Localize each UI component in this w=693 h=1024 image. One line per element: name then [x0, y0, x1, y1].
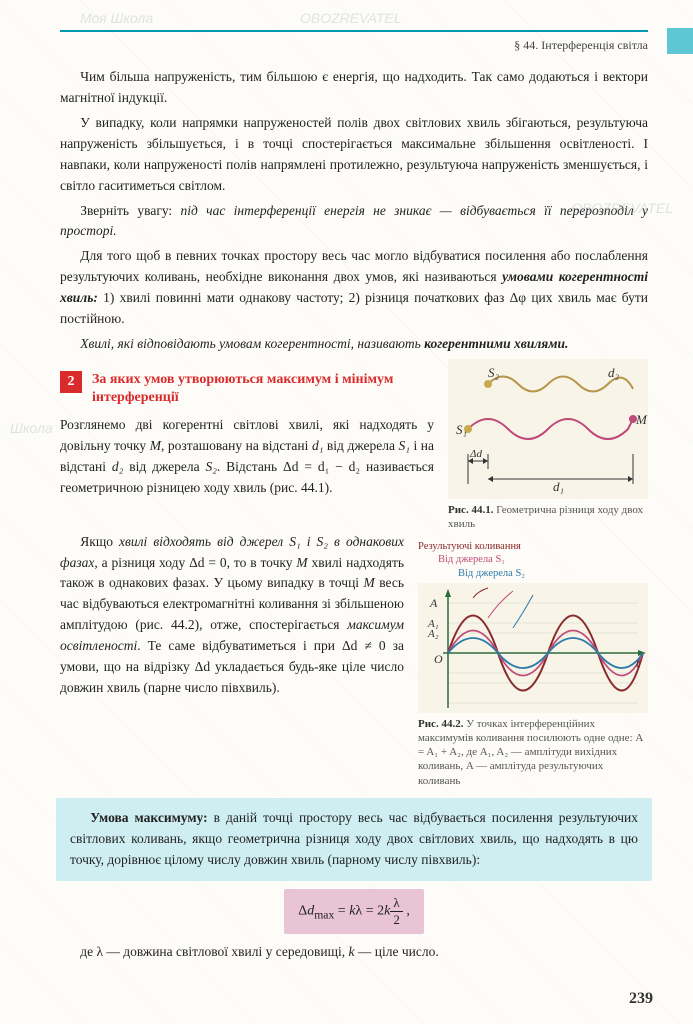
header-rule	[60, 30, 648, 32]
highlight-text: Умова максимуму: в даній точці простору …	[70, 808, 638, 871]
fig2-legend-res: Результуючі коливання	[418, 540, 648, 554]
p5-term: когерентними хвилями.	[424, 336, 568, 351]
section2-p2: Якщо хвилі відходять від джерел S₁ і S₂ …	[60, 532, 404, 699]
watermark: Моя Школа	[80, 10, 153, 26]
s2p2-f: M	[364, 575, 375, 590]
s2p1-d: d₁	[312, 438, 323, 453]
s2p1-i: від джерела	[123, 459, 205, 474]
figure-44-2: Результуючі коливання Від джерела S₁ Від…	[418, 540, 648, 788]
formula-box: Δdmax = kλ = 2kλ2 ,	[284, 889, 424, 934]
section2-p2-col: Якщо хвилі відходять від джерел S₁ і S₂ …	[60, 532, 404, 703]
footer-paragraph: де λ — довжина світлової хвилі у середов…	[60, 942, 648, 963]
section2-p1: Розглянемо дві когерентні світлові хвилі…	[60, 415, 434, 499]
highlight-max-condition: Умова максимуму: в даній точці простору …	[56, 798, 652, 881]
fig1-label-s1: S₁	[456, 422, 467, 437]
fig2-caption: Рис. 44.2. У точках інтерференційних мак…	[418, 717, 648, 788]
fig1-label-s2: S₂	[488, 365, 500, 380]
p5-a: Хвилі, які відповідають умовам когерентн…	[80, 336, 424, 351]
section-2-text-col: 2 За яких умов утворюються максимум і мі…	[60, 359, 434, 503]
header-corner-box	[667, 28, 693, 54]
header-section-label: § 44. Інтерференція світла	[60, 38, 648, 53]
paragraph-2: У випадку, коли напрямки напруженостей п…	[60, 113, 648, 197]
fig1-caption: Рис. 44.1. Геометрична різниця ходу двох…	[448, 503, 648, 532]
watermark: Школа	[10, 420, 53, 436]
fig1-label-d1: d₁	[553, 479, 564, 494]
s2p2-a: Якщо	[80, 534, 119, 549]
section-2-row2: Якщо хвилі відходять від джерел S₁ і S₂ …	[60, 532, 648, 788]
p3-lead: Зверніть увагу:	[80, 203, 180, 218]
s2p2-d: M	[296, 555, 307, 570]
fig1-label-m: M	[635, 412, 648, 427]
fig2-legend-s2: Від джерела S₂	[418, 567, 648, 581]
s2p2-c: , а різниця ходу Δd = 0, то в точку	[94, 555, 296, 570]
page-number: 239	[629, 990, 653, 1008]
fig1-svg: S₁ S₂ M d₂ Δd d₁	[448, 359, 648, 499]
section-title: За яких умов утворюються максимум і міні…	[92, 371, 434, 407]
svg-text:O: O	[434, 652, 443, 666]
svg-text:A: A	[429, 596, 438, 610]
paragraph-1: Чим більша напруженість, тим більшою є е…	[60, 67, 648, 109]
svg-text:A₂: A₂	[427, 628, 439, 640]
footer-c: — ціле число.	[355, 944, 439, 959]
watermark: OBOZREVATEL	[300, 10, 402, 26]
s2p1-h: d₂	[112, 459, 123, 474]
fig2-caption-bold: Рис. 44.2.	[418, 718, 463, 730]
s2p1-e: від джерела	[323, 438, 398, 453]
s2p1-f: S₁	[398, 438, 409, 453]
fig2-legend-s1: Від джерела S₁	[418, 553, 648, 567]
fig2-svg: A A₁ A₂ O t	[418, 583, 648, 713]
s2p1-b: M	[150, 438, 161, 453]
footer-a: де λ — довжина світлової хвилі у середов…	[80, 944, 348, 959]
highlight-lead: Умова максимуму:	[90, 810, 207, 825]
paragraph-5: Хвилі, які відповідають умовам когерентн…	[60, 334, 648, 355]
fig1-caption-bold: Рис. 44.1.	[448, 504, 493, 516]
section-2-row: 2 За яких умов утворюються максимум і мі…	[60, 359, 648, 532]
paragraph-4: Для того щоб в певних точках простору ве…	[60, 246, 648, 330]
p4-c: 1) хвилі повинні мати однакову частоту; …	[60, 290, 648, 326]
paragraph-3: Зверніть увагу: під час інтерференції ен…	[60, 201, 648, 243]
textbook-page: Моя Школа OBOZREVATEL OBOZREVATEL Школа …	[0, 0, 693, 1024]
fig1-label-d2: d₂	[608, 365, 620, 380]
s2p1-c: , розташовану на відстані	[161, 438, 312, 453]
section-number-badge: 2	[60, 371, 82, 393]
fig2-legend: Результуючі коливання Від джерела S₁ Від…	[418, 540, 648, 581]
figure-44-1: S₁ S₂ M d₂ Δd d₁ Рис. 44.1. Геометрична …	[448, 359, 648, 532]
fig1-label-dd: Δd	[469, 448, 482, 460]
formula-max: Δdmax = kλ = 2kλ2 ,	[60, 889, 648, 934]
section-2-header: 2 За яких умов утворюються максимум і мі…	[60, 371, 434, 407]
s2p1-j: S₂	[205, 459, 216, 474]
